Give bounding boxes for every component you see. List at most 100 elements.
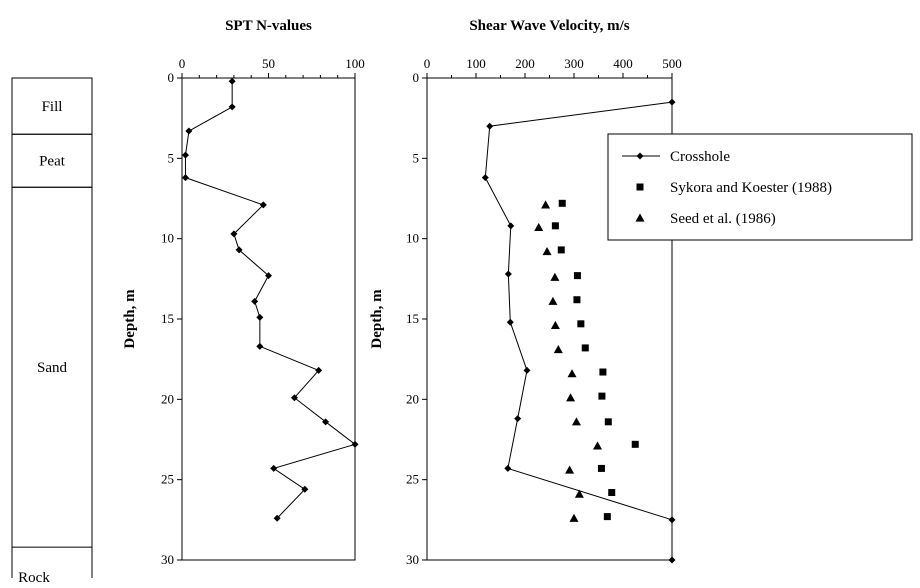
spt-chart-series-spt-point [256,313,264,321]
shear-wave-chart: Shear Wave Velocity, m/s0 100 200 300 400 500… [369,18,913,567]
spt-chart-x-tick-label: 0 [179,56,186,71]
shear-wave-chart-series-crosshole-point [504,464,512,472]
shear-wave-chart-series-seed-et-al-1986-point [553,345,563,354]
shear-wave-chart-y-tick-label: 25 [406,472,419,487]
soil-layer-label-fill: Fill [42,99,63,115]
shear-wave-chart-legend-label: Seed et al. (1986) [670,211,776,227]
spt-chart-series-spt-point [273,514,281,522]
spt-chart-y-tick-label: 0 [168,70,175,85]
shear-wave-chart-legend-marker [636,152,644,160]
shear-wave-chart-legend-label: Sykora and Koester (1988) [670,180,832,196]
shear-wave-chart-series-sykora-and-koester-1988-point [604,418,612,426]
spt-chart-series-spt-point [228,103,236,111]
shear-wave-chart-series-sykora-and-koester-1988-point [608,489,616,497]
shear-wave-chart-title: Shear Wave Velocity, m/s [469,18,629,34]
shear-wave-chart-series-crosshole-point [506,318,514,326]
spt-chart-y-tick-label: 10 [161,231,174,246]
spt-chart-x-tick-label: 100 [345,56,365,71]
spt-chart-series-spt-point [230,230,238,238]
shear-wave-chart-series-seed-et-al-1986-point [566,393,576,402]
spt-chart-series-spt-point [256,342,264,350]
shear-wave-chart-legend [607,133,913,241]
soil-column: Fill Peat Sand Rock [11,77,93,586]
shear-wave-chart-x-tick-label: 100 [466,56,486,71]
spt-chart-y-axis-label: Depth, m [122,289,138,349]
spt-chart-y-tick-label: 25 [161,472,174,487]
rock-label: Rock [18,570,50,586]
shear-wave-chart-series-seed-et-al-1986-point [571,417,581,426]
shear-wave-chart-series-sykora-and-koester-1988-point [597,464,605,472]
shear-wave-chart-series-crosshole-point [504,270,512,278]
shear-wave-chart-series-crosshole-point [514,415,522,423]
spt-chart-plot-frame [181,77,356,561]
soil-layer-sand [11,186,93,548]
spt-chart-series-spt-point [259,201,267,209]
shear-wave-chart-series-seed-et-al-1986-point [593,441,603,450]
shear-wave-chart-legend-label: Crosshole [670,149,730,165]
shear-wave-chart-y-tick-label: 10 [406,231,419,246]
shear-wave-chart-x-tick-label: 500 [662,56,682,71]
spt-chart-series-spt-point [265,272,272,280]
shear-wave-chart-series-seed-et-al-1986-point [565,465,575,474]
shear-wave-chart-series-sykora-and-koester-1988-point [599,368,607,376]
shear-wave-chart-series-seed-et-al-1986-point [548,296,558,305]
shear-wave-chart-series-seed-et-al-1986-point [569,513,579,522]
shear-wave-chart-series-sykora-and-koester-1988-point [558,199,566,207]
shear-wave-chart-series-crosshole-point [486,122,494,130]
shear-wave-chart-series-seed-et-al-1986-point [542,247,552,256]
spt-chart-x-tick-label: 50 [262,56,275,71]
shear-wave-chart-y-tick-label: 20 [406,391,419,406]
shear-wave-chart-series-seed-et-al-1986-point [550,272,560,281]
spt-chart-series-spt-point [228,77,236,85]
shear-wave-chart-series-sykora-and-koester-1988-point [557,246,565,254]
spt-chart-series-spt-point [315,366,323,374]
spt-chart-series-spt-point [322,418,330,426]
shear-wave-chart-y-tick-label: 15 [406,311,419,326]
shear-wave-chart-y-tick-label: 0 [413,70,420,85]
spt-chart-series-spt-point [235,246,243,254]
spt-chart-title: SPT N-values [225,18,312,34]
spt-chart-y-tick-label: 20 [161,391,174,406]
shear-wave-chart-x-tick-label: 200 [515,56,535,71]
shear-wave-chart-series-sykora-and-koester-1988-point [577,320,585,328]
shear-wave-chart-legend-marker [636,183,644,191]
shear-wave-chart-series-sykora-and-koester-1988-point [603,513,611,521]
shear-wave-chart-series-crosshole-point [507,222,515,230]
shear-wave-chart-series-crosshole-point [523,366,531,374]
shear-wave-chart-x-tick-label: 0 [424,56,431,71]
spt-chart-series-spt-point [251,297,259,305]
spt-chart-series-spt-point [185,127,193,135]
shear-wave-chart-series-sykora-and-koester-1988-point [573,272,581,280]
spt-chart-series-spt-point [301,485,309,493]
spt-chart-series-spt-point [290,394,298,402]
shear-wave-chart-series-crosshole-point [668,556,676,564]
shear-wave-chart-series-seed-et-al-1986-point [541,200,551,209]
shear-wave-chart-series-crosshole-point [668,516,676,524]
shear-wave-chart-series-sykora-and-koester-1988-point [581,344,589,352]
spt-chart-series-spt-point [270,464,278,472]
soil-layer-label-sand: Sand [37,360,68,376]
shear-wave-chart-x-tick-label: 400 [613,56,633,71]
shear-wave-chart-y-tick-label: 30 [406,552,419,567]
shear-wave-chart-series-crosshole-point [481,174,489,182]
shear-wave-chart-series-seed-et-al-1986-point [534,222,544,232]
shear-wave-chart-series-sykora-and-koester-1988-point [573,296,581,304]
shear-wave-chart-series-sykora-and-koester-1988-point [598,392,606,400]
spt-chart-series-spt-point [181,174,189,182]
shear-wave-chart-y-axis-label: Depth, m [369,289,385,349]
spt-chart-y-tick-label: 30 [161,552,174,567]
shear-wave-chart-series-crosshole-point [668,98,676,106]
soil-layer-label-peat: Peat [39,154,66,170]
spt-chart-series-spt-point [351,440,359,448]
spt-chart-y-tick-label: 5 [168,150,175,165]
shear-wave-chart-y-tick-label: 5 [413,150,420,165]
shear-wave-chart-series-sykora-and-koester-1988-point [551,222,559,230]
spt-chart-series-spt-point [181,151,189,159]
shear-wave-chart-x-tick-label: 300 [564,56,584,71]
spt-chart: SPT N-values 0 50 100 0 5 10 15 20 25 30 Depth, m [122,18,365,567]
shear-wave-chart-legend-marker [635,213,645,222]
shear-wave-chart-series-seed-et-al-1986-point [574,489,584,498]
shear-wave-chart-series-seed-et-al-1986-point [550,320,560,330]
shear-wave-chart-series-seed-et-al-1986-point [567,369,577,378]
